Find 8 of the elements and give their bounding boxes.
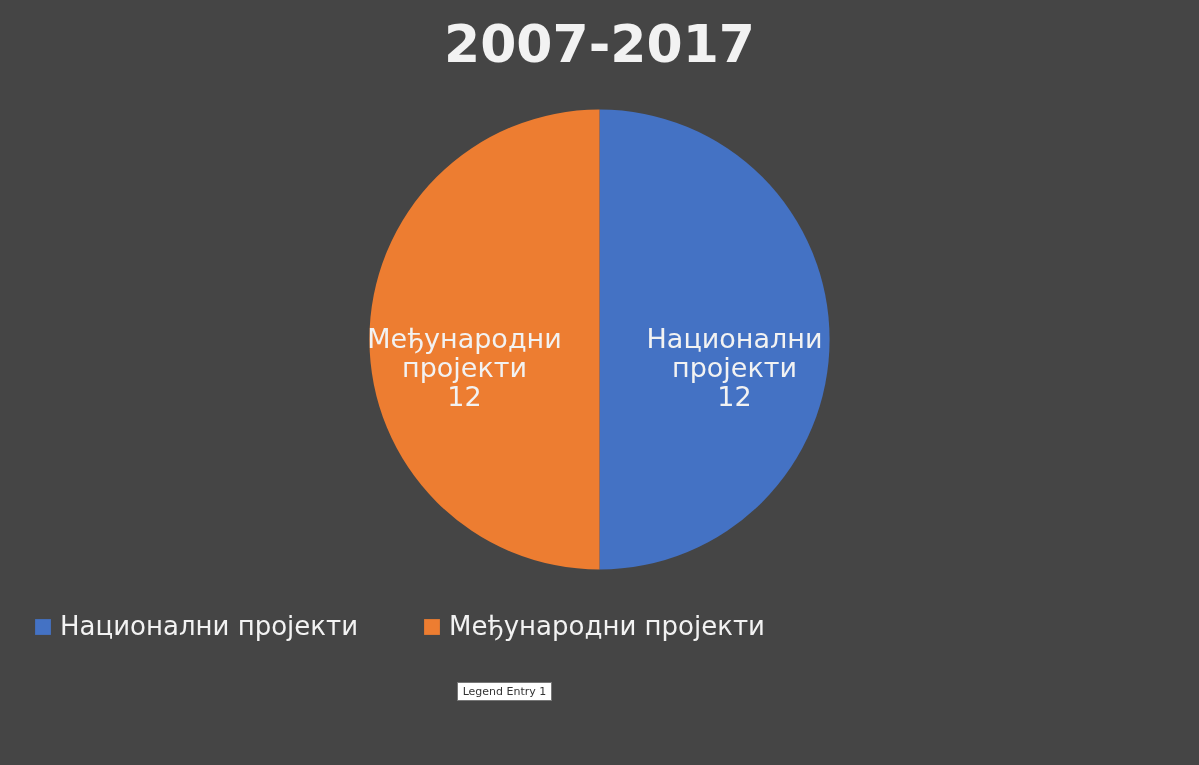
legend-label: Национални пројекти — [60, 611, 359, 641]
text: Legend Entry 1 — [456, 682, 553, 701]
slice-label: Национални пројекти — [646, 322, 823, 383]
chart-title: 2007-2017 — [443, 14, 756, 74]
legend-label: Међународни пројекти — [449, 611, 765, 641]
pie-slice — [599, 109, 830, 570]
pie-slice — [369, 109, 600, 570]
slice-label: Међународни пројекти — [367, 322, 562, 383]
